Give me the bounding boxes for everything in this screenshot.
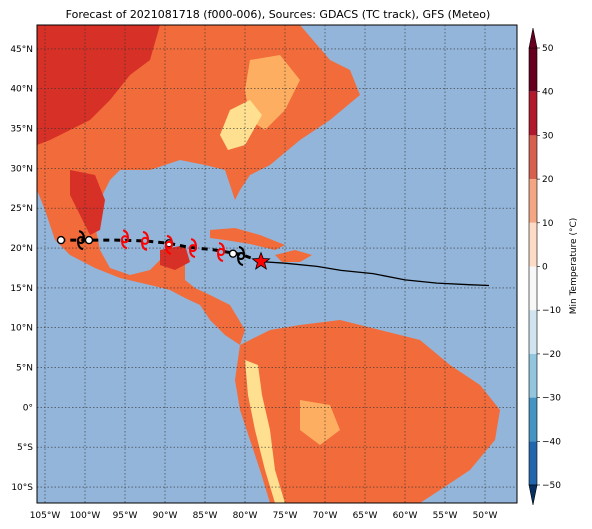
colorbar-segment: [529, 266, 537, 311]
lat-tick-label: 45°N: [10, 45, 33, 55]
lon-tick-label: 100°W: [70, 511, 101, 521]
hurricane-symbol-icon: [121, 229, 129, 250]
figure-title: Forecast of 2021081718 (f000-006), Sourc…: [66, 8, 491, 21]
colorbar-segment: [529, 91, 537, 136]
colorbar-segment: [529, 135, 537, 180]
lat-tick-label: 5°N: [16, 364, 33, 374]
lat-tick-label: 0°: [23, 403, 33, 413]
colorbar-segment: [529, 310, 537, 354]
colorbar-segment: [529, 397, 537, 442]
colorbar-tick-label: −50: [542, 481, 561, 491]
colorbar-tick-label: 10: [542, 219, 554, 229]
colorbar: 50 40 30 20 10 0 −10 −20 −30 −40 −50 Min Temperatu…: [528, 27, 579, 506]
colorbar-tick-label: 0: [542, 263, 548, 273]
longitude-tick-labels: 105°W 100°W 95°W 90°W 85°W 80°W 75°W 70°W 65°W 60…: [30, 511, 498, 521]
land-amazon-mild: [300, 400, 340, 445]
hurricane-symbol-icon: [217, 242, 225, 263]
lon-tick-label: 50°W: [473, 511, 498, 521]
land-cuba: [210, 228, 285, 250]
observed-track-line: [260, 260, 490, 287]
map-gridlines: [37, 25, 517, 503]
lon-tick-label: 65°W: [353, 511, 378, 521]
lon-tick-label: 95°W: [113, 511, 138, 521]
lat-tick-label: 30°N: [10, 164, 33, 174]
colorbar-tick-label: −30: [542, 394, 561, 404]
track-points: [56, 235, 238, 258]
land-cool-appalachian: [220, 100, 262, 150]
lon-tick-label: 60°W: [393, 511, 418, 521]
track-point-marker: [84, 235, 94, 245]
lat-tick-label: 10°S: [11, 483, 33, 493]
land-andes-cool: [245, 360, 285, 503]
lon-tick-label: 75°W: [273, 511, 298, 521]
colorbar-label: Min Temperature (°C): [569, 218, 579, 315]
current-position-star-icon: [251, 251, 271, 270]
land-south-america: [235, 320, 500, 503]
colorbar-tick-label: −10: [542, 306, 561, 316]
storm-track: [56, 229, 490, 287]
hurricane-symbol-icon: [189, 238, 197, 259]
colorbar-tick-label: 20: [542, 175, 554, 185]
land-hot-mexico: [70, 170, 105, 235]
map-frame: [36, 24, 518, 504]
lon-tick-label: 105°W: [30, 511, 61, 521]
colorbar-bottom-arrow: [528, 484, 538, 506]
colorbar-segment: [529, 48, 537, 92]
colorbar-segment: [529, 441, 537, 485]
land-hot-north: [37, 25, 160, 145]
lat-tick-label: 40°N: [10, 85, 33, 95]
hurricane-symbol-icon: [237, 246, 245, 267]
colorbar-tick-labels: 50 40 30 20 10 0 −10 −20 −30 −40 −50: [537, 44, 561, 491]
hurricane-symbol-icon: [141, 230, 149, 251]
colorbar-tick-label: 30: [542, 131, 554, 141]
lon-tick-label: 55°W: [433, 511, 458, 521]
colorbar-segment: [529, 222, 537, 267]
colorbar-segments: [528, 47, 538, 486]
colorbar-tick-label: −40: [542, 437, 561, 447]
lon-tick-label: 70°W: [313, 511, 338, 521]
lon-tick-label: 85°W: [193, 511, 218, 521]
colorbar-top-arrow: [528, 27, 538, 49]
colorbar-tick-label: 50: [542, 44, 554, 54]
colorbar-segment: [529, 353, 537, 398]
track-point-marker: [56, 235, 66, 245]
track-point-marker: [228, 249, 238, 258]
map-area: [37, 25, 517, 503]
lon-tick-label: 90°W: [153, 511, 178, 521]
hurricane-symbol-icon: [165, 234, 173, 255]
colorbar-segment: [529, 179, 537, 223]
colorbar-tick-label: 40: [542, 88, 554, 98]
hurricane-symbol-icon: [77, 230, 85, 251]
lat-tick-label: 10°N: [10, 324, 33, 334]
latitude-tick-labels: 45°N 40°N 35°N 30°N 25°N 20°N 15°N 10°N 5°N 0° 5°S…: [10, 45, 33, 493]
storm-symbols: [77, 229, 245, 267]
lat-tick-label: 20°N: [10, 244, 33, 254]
lat-tick-label: 15°N: [10, 284, 33, 294]
lat-tick-label: 5°S: [17, 443, 33, 453]
lon-tick-label: 80°W: [233, 511, 258, 521]
lat-tick-label: 25°N: [10, 204, 33, 214]
lat-tick-label: 35°N: [10, 125, 33, 135]
colorbar-tick-label: −20: [542, 350, 561, 360]
land-hispaniola: [275, 250, 312, 262]
